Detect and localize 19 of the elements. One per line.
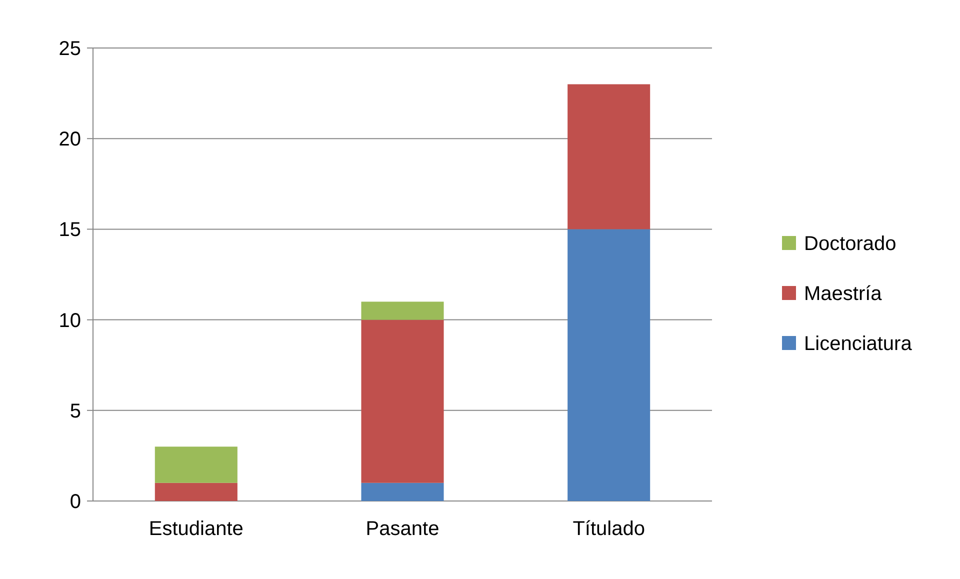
x-tick-label: Estudiante: [148, 518, 244, 540]
y-tick-label: 15: [58, 219, 81, 242]
legend-label: Doctorado: [804, 233, 896, 255]
y-tick-label: 5: [70, 400, 81, 422]
bar: [154, 446, 238, 483]
bar: [361, 482, 444, 501]
legend-label: Licenciatura: [804, 333, 913, 355]
y-tick-label: 25: [58, 38, 81, 60]
bar: [568, 84, 650, 230]
bar: [361, 320, 444, 483]
x-tick-label: Títulado: [572, 518, 645, 540]
bar: [568, 229, 650, 501]
bar: [154, 482, 238, 501]
y-tick-label: 10: [58, 310, 81, 332]
y-tick-label: 20: [58, 128, 81, 151]
x-tick-label: Pasante: [366, 518, 440, 540]
y-tick-label: 0: [70, 491, 81, 513]
bar: [361, 302, 444, 320]
legend-label: Maestría: [804, 283, 883, 305]
